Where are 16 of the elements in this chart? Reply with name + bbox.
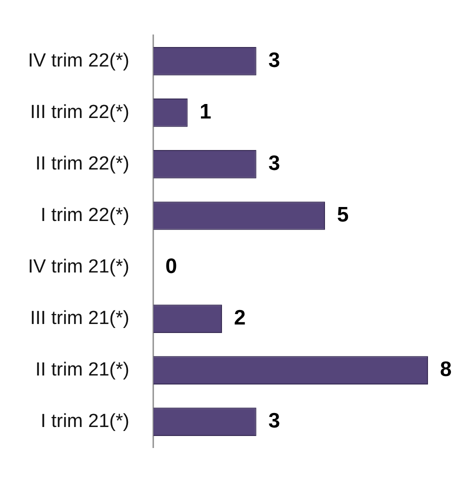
y-tick-label: II trim 22(*)	[35, 153, 130, 174]
data-label: 2	[234, 306, 246, 330]
y-tick-label: I trim 21(*)	[40, 411, 130, 432]
data-label: 3	[268, 152, 280, 176]
data-label: 8	[440, 358, 452, 382]
y-tick-label: IV trim 22(*)	[28, 50, 130, 72]
data-label: 5	[337, 204, 350, 227]
y-tick-label: III trim 21(*)	[30, 308, 130, 330]
y-tick-label: II trim 21(*)	[35, 360, 130, 381]
y-tick-label: IV trim 21(*)	[28, 256, 130, 278]
data-label: 3	[268, 410, 280, 433]
y-tick-label: I trim 22(*)	[40, 204, 130, 226]
data-label: 1	[200, 100, 212, 124]
data-label: 3	[268, 48, 280, 72]
data-label: 0	[165, 255, 178, 278]
y-tick-label: III trim 22(*)	[30, 102, 130, 123]
